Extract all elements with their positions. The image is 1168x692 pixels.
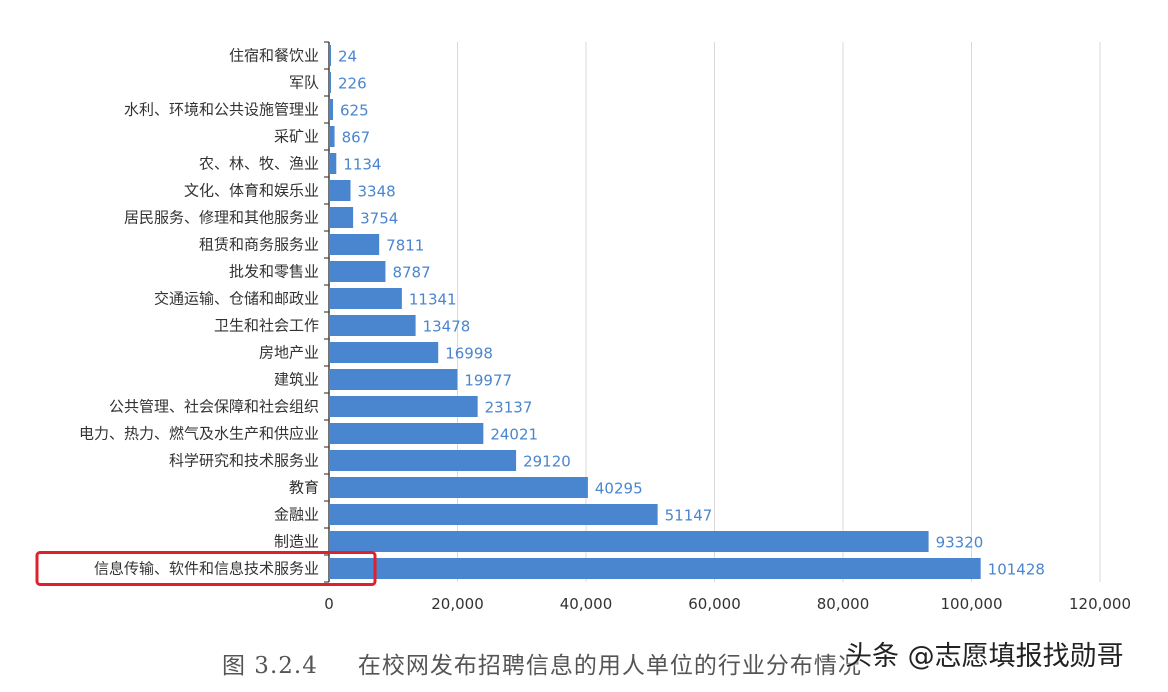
bar-5 [329,180,351,201]
value-label-13: 23137 [485,399,533,417]
category-label-4: 农、林、牧、渔业 [199,155,319,173]
category-label-19: 信息传输、软件和信息技术服务业 [94,560,319,578]
x-tick-label-3: 60,000 [688,595,741,613]
category-label-7: 租赁和商务服务业 [199,236,319,254]
value-label-17: 51147 [665,507,713,525]
highlight-box [35,551,377,586]
value-label-6: 3754 [360,210,398,228]
bar-18 [329,531,929,552]
bar-9 [329,288,402,309]
category-label-10: 卫生和社会工作 [214,317,319,335]
bar-15 [329,450,517,471]
x-tick-label-0: 0 [324,595,334,613]
bar-3 [329,126,335,147]
watermark: 头条 @志愿填报找勋哥 [845,641,1124,672]
value-label-4: 1134 [343,156,381,174]
value-label-12: 19977 [464,372,512,390]
category-label-13: 公共管理、社会保障和社会组织 [109,398,319,416]
value-label-16: 40295 [595,480,643,498]
category-label-5: 文化、体育和娱乐业 [184,182,319,200]
category-label-8: 批发和零售业 [229,263,319,281]
category-label-16: 教育 [289,479,319,497]
x-tick-label-6: 120,000 [1069,595,1131,613]
bar-12 [329,369,458,390]
category-label-12: 建筑业 [274,371,319,389]
bar-0 [329,45,331,66]
category-label-0: 住宿和餐饮业 [229,47,319,65]
category-label-17: 金融业 [274,506,319,524]
bar-19 [329,558,981,579]
value-label-8: 8787 [392,264,430,282]
caption-number: 图 3.2.4 [222,653,318,679]
value-label-15: 29120 [523,453,571,471]
category-label-3: 采矿业 [274,128,319,146]
caption-text: 在校网发布招聘信息的用人单位的行业分布情况 [357,653,862,679]
category-label-9: 交通运输、仓储和邮政业 [154,290,319,308]
category-label-18: 制造业 [274,533,319,551]
x-tick-label-1: 20,000 [431,595,484,613]
x-tick-label-5: 100,000 [940,595,1002,613]
bar-14 [329,423,484,444]
value-label-5: 3348 [358,183,396,201]
category-label-14: 电力、热力、燃气及水生产和供应业 [79,425,319,443]
bar-4 [329,153,337,174]
value-label-1: 226 [338,75,367,93]
value-label-19: 101428 [988,561,1045,579]
value-label-7: 7811 [386,237,424,255]
x-tick-label-2: 40,000 [560,595,613,613]
bar-11 [329,342,439,363]
value-label-3: 867 [342,129,371,147]
bar-17 [329,504,658,525]
bar-13 [329,396,478,417]
value-label-10: 13478 [423,318,471,336]
value-label-9: 11341 [409,291,457,309]
category-label-11: 房地产业 [259,344,319,362]
figure-caption: 图 3.2.4 在校网发布招聘信息的用人单位的行业分布情况 [222,646,862,680]
category-label-1: 军队 [289,74,319,92]
bar-7 [329,234,380,255]
category-label-2: 水利、环境和公共设施管理业 [124,101,319,119]
bar-6 [329,207,354,228]
value-label-14: 24021 [490,426,538,444]
category-label-6: 居民服务、修理和其他服务业 [124,209,319,227]
value-label-11: 16998 [445,345,493,363]
category-label-15: 科学研究和技术服务业 [169,452,319,470]
value-label-2: 625 [340,102,369,120]
bar-8 [329,261,386,282]
bar-1 [329,72,331,93]
bar-10 [329,315,416,336]
x-tick-label-4: 80,000 [817,595,870,613]
bar-16 [329,477,588,498]
value-label-18: 93320 [936,534,984,552]
value-label-0: 24 [338,48,357,66]
bar-2 [329,99,334,120]
